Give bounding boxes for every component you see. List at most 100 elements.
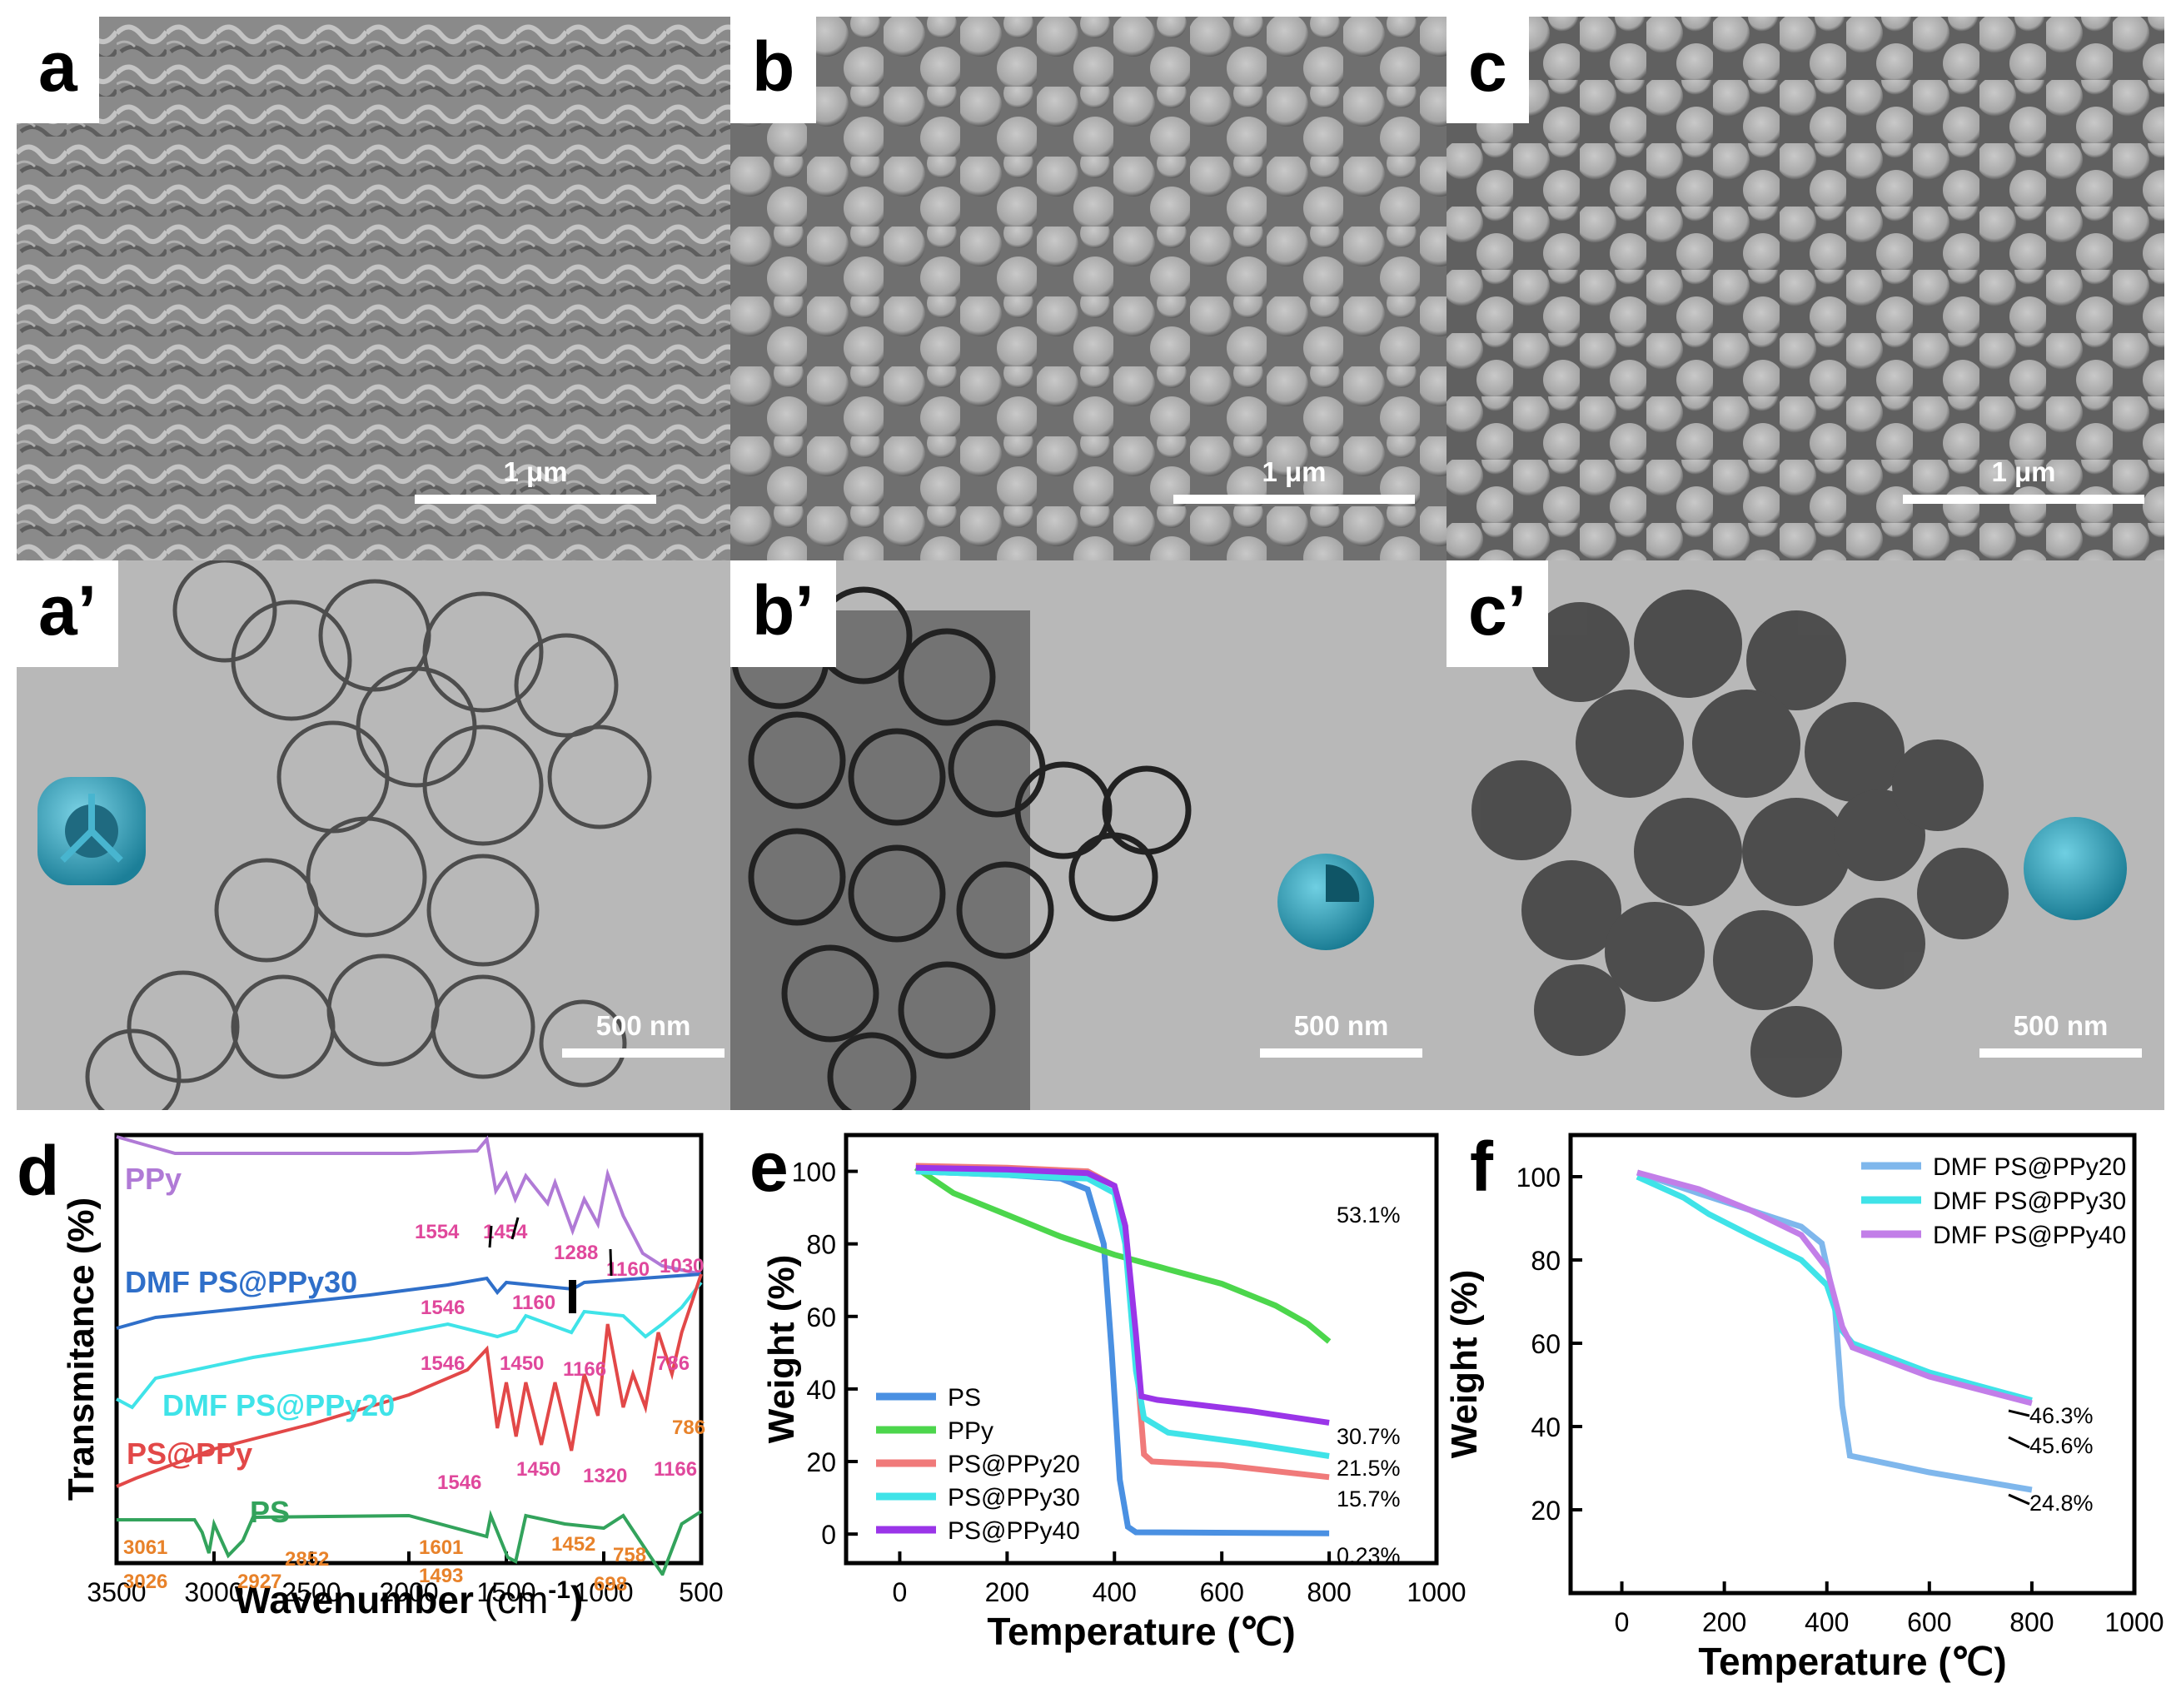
peak-label: 758 (613, 1544, 646, 1566)
x-tick-label-d: 2000 (379, 1577, 438, 1607)
sem-image-a: a 1 μm (17, 17, 730, 560)
x-tick-label-e: 800 (1307, 1577, 1351, 1607)
x-tick-label-e: 200 (985, 1577, 1029, 1607)
series-label-d: DMF PS@PPy30 (125, 1265, 357, 1299)
panel-label-b: b (730, 17, 817, 123)
end-label-e: 15.7% (1337, 1486, 1401, 1511)
end-label-f: 45.6% (2029, 1433, 2094, 1458)
panel-label-e: e (749, 1128, 789, 1206)
peak-label: 1160 (606, 1258, 650, 1281)
panel-label-f: f (1470, 1128, 1494, 1206)
spectrum-line-dmf-ps-ppy30 (116, 1272, 702, 1330)
peak-label: 698 (594, 1573, 627, 1596)
spectrum-line-ps (117, 1510, 703, 1576)
legend-label-f: DMF PS@PPy40 (1933, 1222, 2126, 1249)
sem-texture-spheres-dense (1447, 17, 2164, 560)
peak-arrow (609, 1248, 613, 1277)
peak-label: 1160 (512, 1292, 555, 1314)
tem-image-a2: a’ 500 nm (17, 560, 730, 1110)
solid-sphere-icon (2024, 817, 2127, 920)
panel-label-c: c (1447, 17, 1529, 123)
legend-label-e: PPy (948, 1417, 993, 1445)
spectrum-line-ps-ppy (116, 1273, 703, 1488)
y-tick-label-e: 80 (806, 1230, 836, 1260)
peak-label: 2852 (285, 1548, 329, 1571)
peak-label: 1452 (551, 1533, 595, 1556)
y-tick-label-f: 40 (1531, 1412, 1561, 1442)
x-tick-label-f: 0 (1615, 1607, 1630, 1637)
peak-label: 1320 (583, 1465, 627, 1487)
tem-image-b2: b’ 500 nm (730, 560, 1447, 1110)
plot-frame-e (844, 1133, 1439, 1566)
end-label-e: 53.1% (1337, 1203, 1401, 1227)
scale-label-c: 1 μm (1991, 456, 2056, 487)
tga-line-ppy (914, 1165, 1332, 1344)
sem-texture-crumpled (17, 17, 730, 560)
x-tick-label-d: 1500 (476, 1577, 535, 1607)
tga-line-dmf-ps-ppy40 (1636, 1169, 2033, 1407)
peak-label: 1546 (421, 1297, 465, 1319)
end-label-f: 46.3% (2029, 1403, 2094, 1428)
hollow-cube-icon (37, 777, 146, 885)
x-tick-label-e: 600 (1199, 1577, 1243, 1607)
scale-label-b: 1 μm (1262, 456, 1327, 487)
y-tick-label-e: 100 (792, 1158, 836, 1188)
peak-label: 3026 (123, 1571, 167, 1593)
x-tick-label-d: 3500 (87, 1577, 146, 1607)
hollow-sphere-icon (1277, 854, 1374, 950)
series-label-d: PS@PPy (127, 1437, 252, 1471)
end-arrow-f (2008, 1493, 2030, 1506)
legend-label-e: PS (948, 1384, 981, 1412)
peak-label: 1554 (415, 1221, 460, 1243)
x-tick-label-f: 400 (1805, 1607, 1849, 1637)
peak-label: 1493 (419, 1565, 463, 1587)
x-tick-label-d: 3000 (184, 1577, 243, 1607)
peak-label: 1601 (419, 1536, 463, 1559)
tga-line-ps-ppy40 (915, 1164, 1330, 1426)
spectrum-line-dmf-ps-ppy20 (116, 1281, 703, 1410)
panel-label-c2: c’ (1447, 560, 1549, 667)
legend-label-e: PS@PPy40 (948, 1517, 1080, 1545)
y-tick-label-e: 60 (806, 1302, 836, 1332)
peak-label: 786 (672, 1417, 705, 1439)
legend-label-f: DMF PS@PPy20 (1933, 1153, 2126, 1181)
peak-label: 1030 (660, 1255, 704, 1277)
x-tick-label-e: 1000 (1407, 1577, 1466, 1607)
series-label-d: PS (250, 1495, 290, 1529)
panel-label-d: d (17, 1132, 59, 1210)
peak-arrow (510, 1217, 520, 1240)
tem-rings-a (85, 560, 652, 1110)
peak-label: 1166 (654, 1458, 697, 1481)
peak-label: 786 (656, 1352, 690, 1375)
y-tick-label-e: 40 (806, 1375, 836, 1405)
y-tick-label-f: 80 (1531, 1246, 1561, 1276)
x-tick-label-f: 1000 (2104, 1607, 2164, 1637)
scale-bar-b: 1 μm (1173, 456, 1415, 504)
legend-label-f: DMF PS@PPy30 (1933, 1188, 2126, 1215)
plot-frame-f (1568, 1133, 2137, 1596)
marker-bar-d (569, 1280, 576, 1313)
y-tick-label-e: 20 (806, 1447, 836, 1477)
peak-label: 1450 (500, 1352, 544, 1375)
end-label-f: 24.8% (2029, 1491, 2094, 1516)
end-label-e: 0.23% (1337, 1543, 1401, 1568)
legend-label-e: PS@PPy20 (948, 1451, 1080, 1478)
y-tick-label-e: 0 (821, 1520, 836, 1550)
scale-label-a: 1 μm (503, 456, 568, 487)
x-tick-label-d: 500 (679, 1577, 723, 1607)
scale-bar-a: 1 μm (415, 456, 656, 504)
tem-image-c2: c’ 500 nm (1447, 560, 2164, 1110)
spectrum-line-ppy (116, 1135, 702, 1276)
series-label-d: PPy (125, 1162, 182, 1196)
peak-arrow (488, 1225, 493, 1248)
peak-label: 1546 (437, 1471, 481, 1494)
y-axis-label-d: Transmitance (%) (61, 1198, 102, 1501)
panel-label-a2: a’ (17, 560, 119, 667)
x-axis-label-f: Temperature (℃) (1698, 1640, 2006, 1683)
sem-texture-spheres (730, 17, 1447, 560)
y-axis-label-f: Weight (%) (1444, 1270, 1485, 1459)
scale-bar-c: 1 μm (1903, 456, 2144, 504)
scale-label-c2: 500 nm (2013, 1010, 2109, 1041)
x-tick-label-f: 600 (1907, 1607, 1951, 1637)
